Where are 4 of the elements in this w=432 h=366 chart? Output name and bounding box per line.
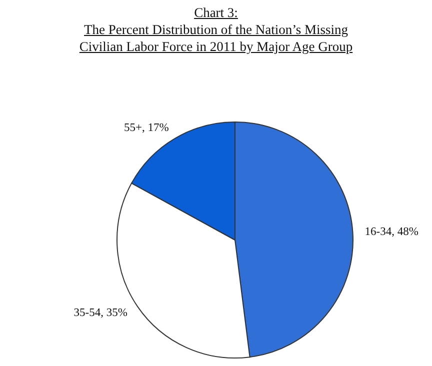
chart-title: Chart 3: The Percent Distribution of the Nation’s Missing Civilian Labor Force in 2011 by Major Age Group [79,5,353,54]
slice-label: 16-34, 48% [364,226,419,238]
slice-label: 35-54, 35% [74,307,128,320]
slice-label: 55+, 17% [124,122,170,134]
